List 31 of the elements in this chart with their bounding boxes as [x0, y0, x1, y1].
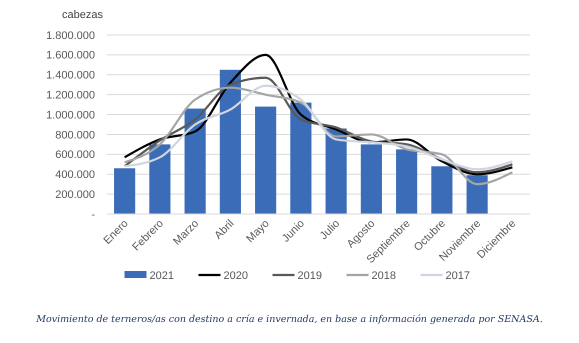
y-tick-label: 800.000	[55, 129, 95, 142]
y-tick-label: 400.000	[55, 169, 95, 182]
legend-label: 2019	[298, 270, 322, 282]
y-tick-label: 1.600.000	[46, 50, 95, 62]
bar	[149, 144, 170, 214]
bar	[290, 102, 312, 214]
line-series	[124, 54, 514, 176]
bar	[184, 108, 206, 214]
y-tick-label: 1.200.000	[46, 90, 95, 102]
bar	[255, 106, 276, 214]
legend-label: 2018	[372, 270, 396, 282]
y-tick-label: 1.400.000	[46, 70, 95, 82]
x-tick-label: Julio	[318, 218, 342, 242]
y-tick-label: -	[91, 208, 96, 221]
legend-label: 2021	[150, 270, 174, 282]
y-tick-label: 600.000	[55, 149, 95, 162]
legend-label: 2020	[224, 270, 248, 282]
y-tick-label: 1.800.000	[46, 30, 95, 42]
bar	[326, 128, 347, 214]
y-axis-title: cabezas	[62, 9, 104, 21]
bar	[220, 70, 241, 214]
bar	[360, 144, 382, 214]
bar	[466, 175, 488, 214]
bar	[396, 149, 418, 214]
line-series	[124, 86, 514, 186]
bar	[431, 166, 452, 214]
text: Movimiento de terneros/as con destino a cría e invernada, en base a información generada por SENASA.	[35, 314, 543, 325]
y-tick-label: 200.000	[55, 188, 95, 201]
bar	[114, 168, 136, 214]
y-tick-label: 1.000.000	[46, 109, 95, 122]
legend-label: 2017	[446, 270, 470, 282]
